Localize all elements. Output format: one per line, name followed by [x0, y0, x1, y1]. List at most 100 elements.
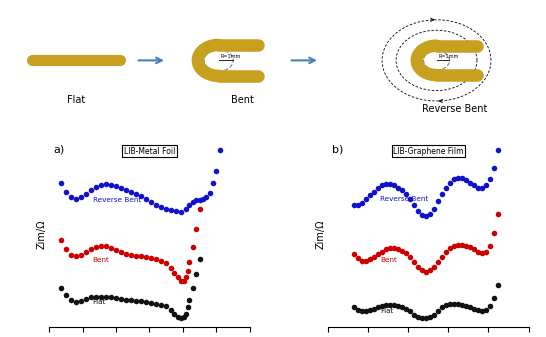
Point	[81, 191, 90, 196]
Point	[482, 183, 491, 188]
Point	[378, 303, 387, 309]
Point	[152, 202, 161, 208]
Point	[167, 207, 175, 212]
Point	[478, 185, 487, 190]
Point	[117, 249, 126, 254]
Point	[366, 307, 375, 312]
Text: R=1mm: R=1mm	[221, 55, 241, 59]
Point	[195, 257, 204, 262]
Point	[167, 307, 175, 312]
Point	[111, 296, 120, 301]
Point	[188, 200, 197, 205]
Point	[136, 299, 145, 304]
Point	[152, 257, 161, 262]
Point	[136, 254, 145, 259]
Point	[185, 202, 194, 208]
Point	[450, 177, 459, 182]
Point	[87, 295, 96, 300]
Y-axis label: Zim/Ω: Zim/Ω	[37, 219, 46, 249]
Point	[132, 299, 140, 304]
Point	[76, 252, 85, 257]
Point	[183, 304, 192, 310]
Point	[398, 248, 407, 253]
Point	[374, 305, 383, 310]
Point	[147, 301, 156, 306]
Point	[72, 196, 80, 202]
Text: Bent: Bent	[93, 257, 109, 264]
Point	[172, 208, 181, 213]
Point	[350, 305, 359, 310]
Point	[478, 250, 487, 256]
Text: a): a)	[53, 145, 64, 155]
Point	[458, 302, 467, 308]
Point	[386, 302, 395, 308]
Point	[482, 307, 491, 312]
Point	[92, 294, 100, 299]
Point	[106, 245, 115, 251]
Point	[426, 211, 435, 216]
Point	[205, 190, 214, 195]
Point	[177, 316, 186, 321]
Point	[422, 269, 431, 274]
Point	[390, 183, 399, 188]
Point	[422, 214, 431, 219]
Point	[362, 308, 371, 314]
Point	[414, 264, 423, 269]
Point	[390, 302, 399, 308]
Point	[394, 247, 402, 252]
Point	[180, 279, 189, 284]
Point	[418, 268, 426, 273]
Point	[92, 184, 100, 189]
Point	[117, 297, 126, 302]
Point	[358, 258, 366, 263]
Point	[141, 300, 150, 305]
Point	[76, 299, 85, 304]
Point	[111, 247, 120, 252]
Point	[162, 261, 170, 266]
Point	[174, 314, 182, 319]
Point	[188, 285, 197, 290]
Point	[494, 282, 503, 288]
Point	[185, 298, 194, 303]
Point	[162, 303, 170, 309]
Point	[394, 303, 402, 309]
Text: Bent: Bent	[380, 257, 397, 263]
Point	[434, 199, 443, 204]
Point	[362, 258, 371, 263]
Point	[185, 259, 194, 265]
Point	[438, 305, 447, 310]
Point	[470, 306, 479, 311]
Point	[418, 212, 426, 218]
Point	[366, 256, 375, 262]
Point	[127, 189, 135, 194]
Point	[183, 268, 192, 273]
Point	[350, 203, 359, 208]
Point	[458, 175, 467, 181]
Point	[117, 185, 126, 190]
Point	[188, 244, 197, 250]
Point	[414, 209, 423, 214]
Point	[482, 249, 491, 255]
Point	[122, 187, 130, 192]
Point	[490, 165, 499, 171]
Point	[486, 243, 495, 248]
Point	[202, 195, 211, 200]
Point	[430, 312, 438, 317]
Point	[177, 279, 186, 284]
Point	[170, 270, 179, 275]
Point	[147, 200, 156, 205]
Point	[152, 302, 161, 307]
Point	[398, 305, 407, 310]
Point	[438, 254, 447, 259]
Point	[354, 255, 363, 261]
Point	[136, 194, 145, 199]
Point	[478, 308, 487, 314]
Text: LIB-Metal Foil: LIB-Metal Foil	[124, 147, 175, 156]
Point	[67, 298, 75, 303]
Point	[177, 209, 186, 214]
Point	[438, 191, 447, 197]
Point	[474, 307, 483, 312]
Point	[350, 252, 359, 257]
Point	[141, 255, 150, 260]
Point	[67, 252, 75, 257]
